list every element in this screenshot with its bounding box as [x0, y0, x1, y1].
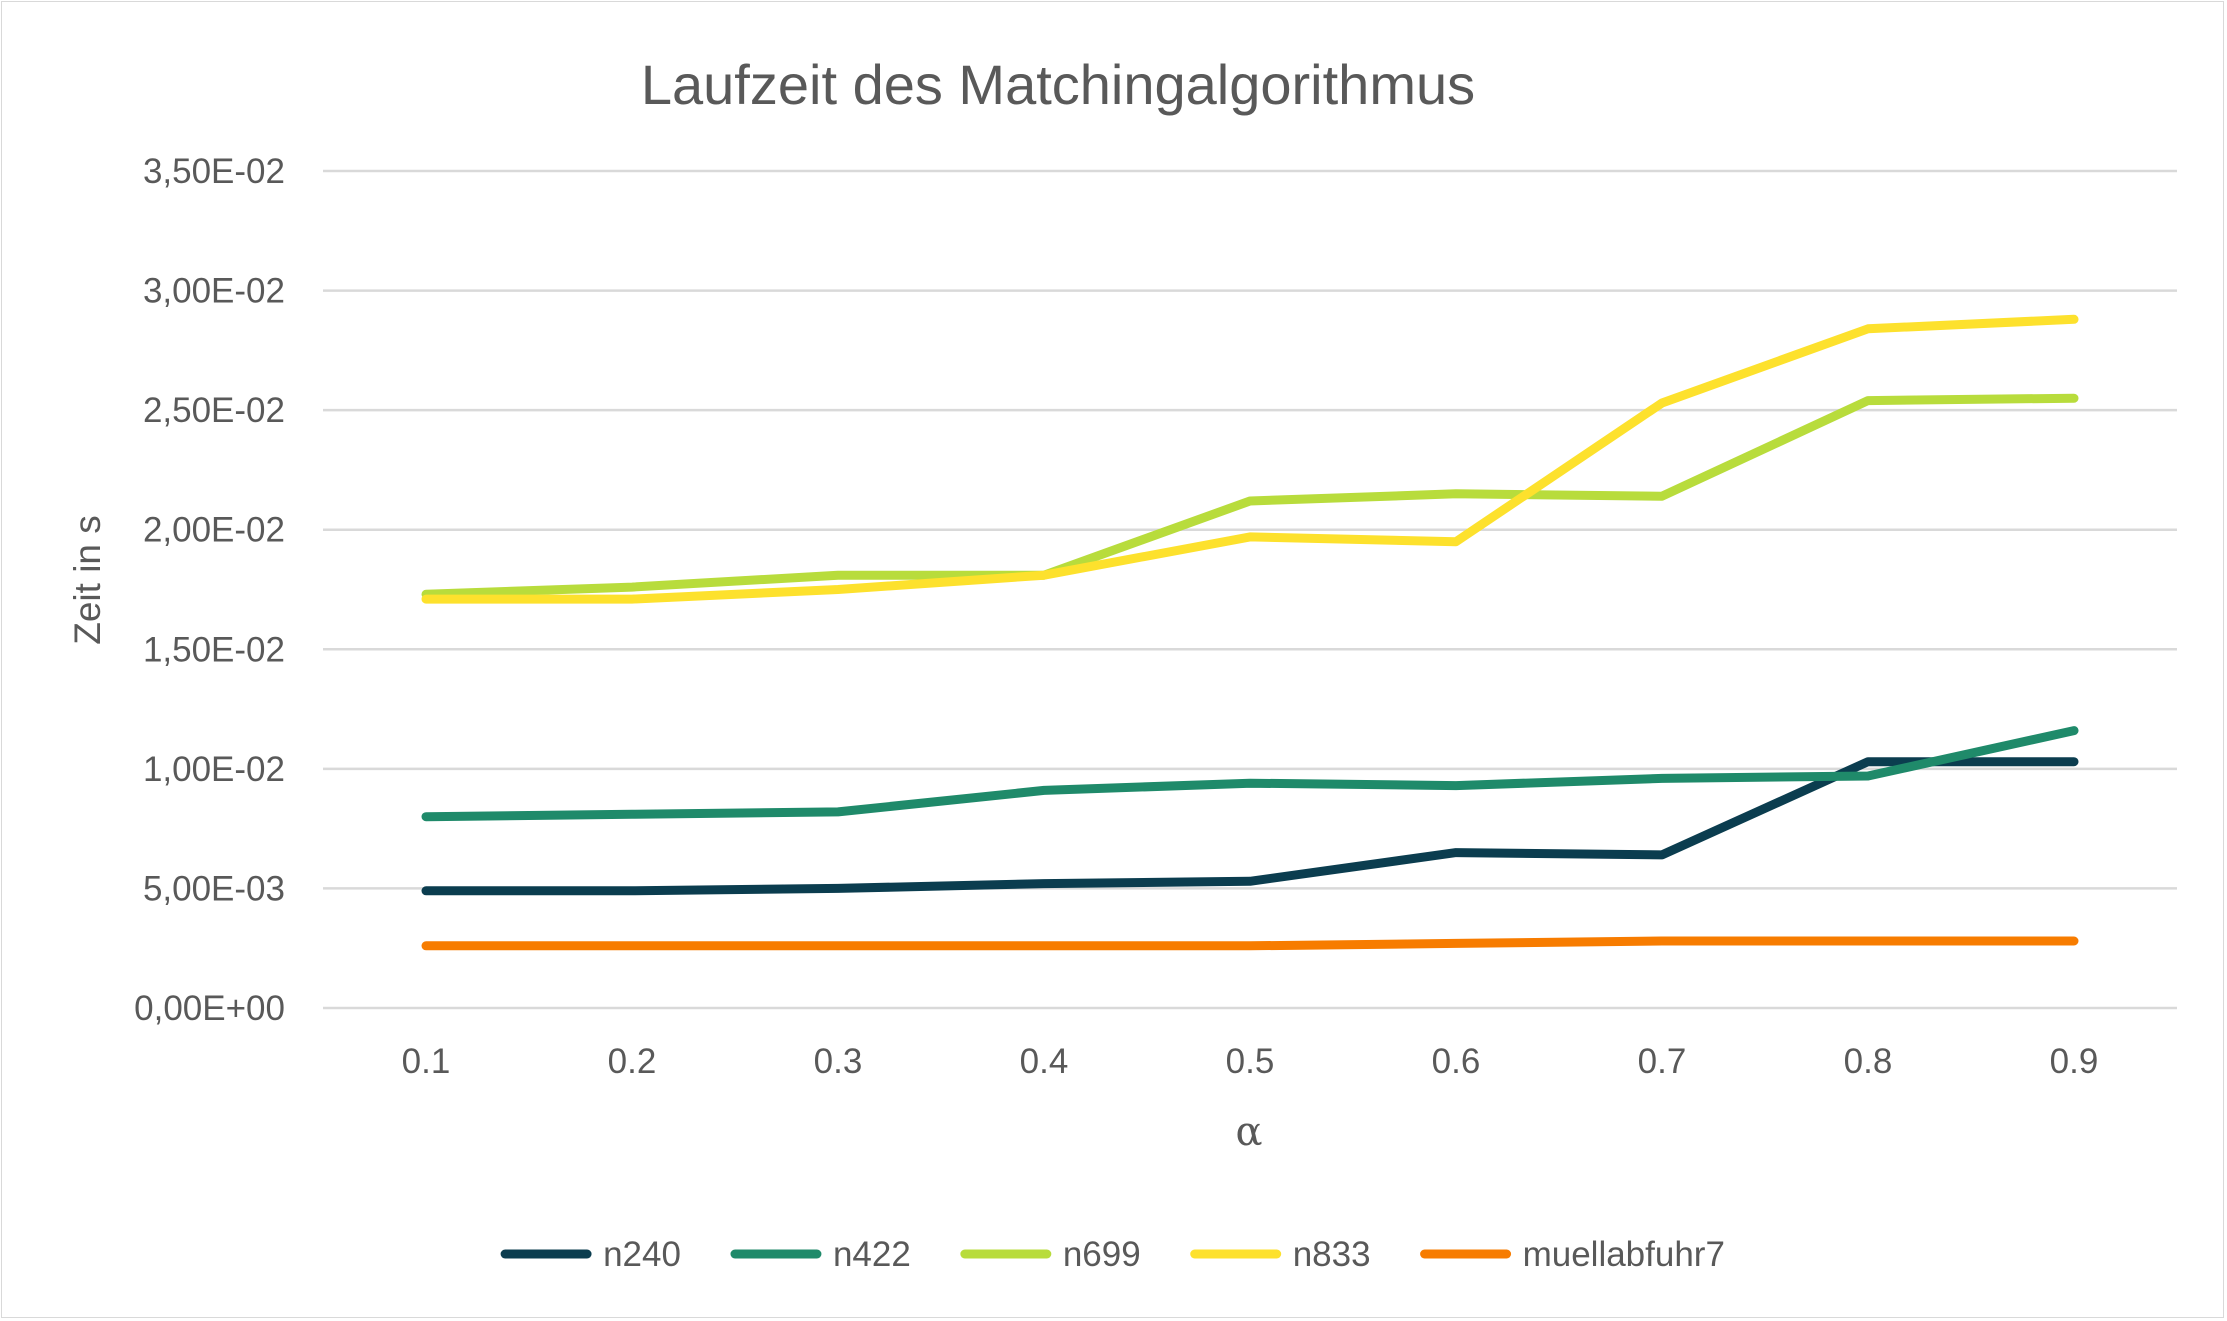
x-axis-ticks: 0.1 0.2 0.3 0.4 0.5 0.6 0.7 0.8 0.9 [402, 1042, 2099, 1081]
series-line-n422 [421, 726, 2079, 822]
y-tick-label: 1,00E-02 [143, 750, 285, 789]
series-line-n833 [421, 314, 2079, 604]
series-line-n240 [421, 757, 2079, 896]
y-tick-label: 5,00E-03 [143, 869, 285, 908]
x-tick-label: 0.1 [402, 1042, 451, 1081]
y-tick-label: 2,00E-02 [143, 511, 285, 550]
y-axis-title: Zeit in s [67, 515, 108, 645]
series-line-muellabfuhr7 [421, 936, 2079, 951]
legend-label: n240 [603, 1235, 681, 1274]
y-tick-label: 1,50E-02 [143, 630, 285, 669]
legend-label: muellabfuhr7 [1523, 1235, 1725, 1274]
legend: n240 n422 n699 n833 muellabfuhr7 [500, 1235, 1725, 1274]
x-tick-label: 0.4 [1020, 1042, 1069, 1081]
chart-title: Laufzeit des Matchingalgorithmus [641, 53, 1475, 116]
legend-label: n699 [1063, 1235, 1141, 1274]
x-axis-title: α [1235, 1109, 1262, 1155]
y-tick-label: 3,50E-02 [143, 152, 285, 191]
x-tick-label: 0.7 [1638, 1042, 1687, 1081]
legend-label: n422 [833, 1235, 911, 1274]
y-tick-label: 3,00E-02 [143, 272, 285, 311]
y-tick-label: 2,50E-02 [143, 391, 285, 430]
x-tick-label: 0.2 [608, 1042, 657, 1081]
x-tick-label: 0.9 [2050, 1042, 2099, 1081]
x-tick-label: 0.8 [1844, 1042, 1893, 1081]
x-tick-label: 0.3 [814, 1042, 863, 1081]
x-tick-label: 0.5 [1226, 1042, 1275, 1081]
series-lines [421, 314, 2079, 951]
series-line-n699 [421, 393, 2079, 599]
x-tick-label: 0.6 [1432, 1042, 1481, 1081]
y-tick-label: 0,00E+00 [134, 989, 285, 1028]
y-axis-ticks: 0,00E+00 5,00E-03 1,00E-02 1,50E-02 2,00E-02… [134, 152, 285, 1028]
legend-label: n833 [1293, 1235, 1371, 1274]
